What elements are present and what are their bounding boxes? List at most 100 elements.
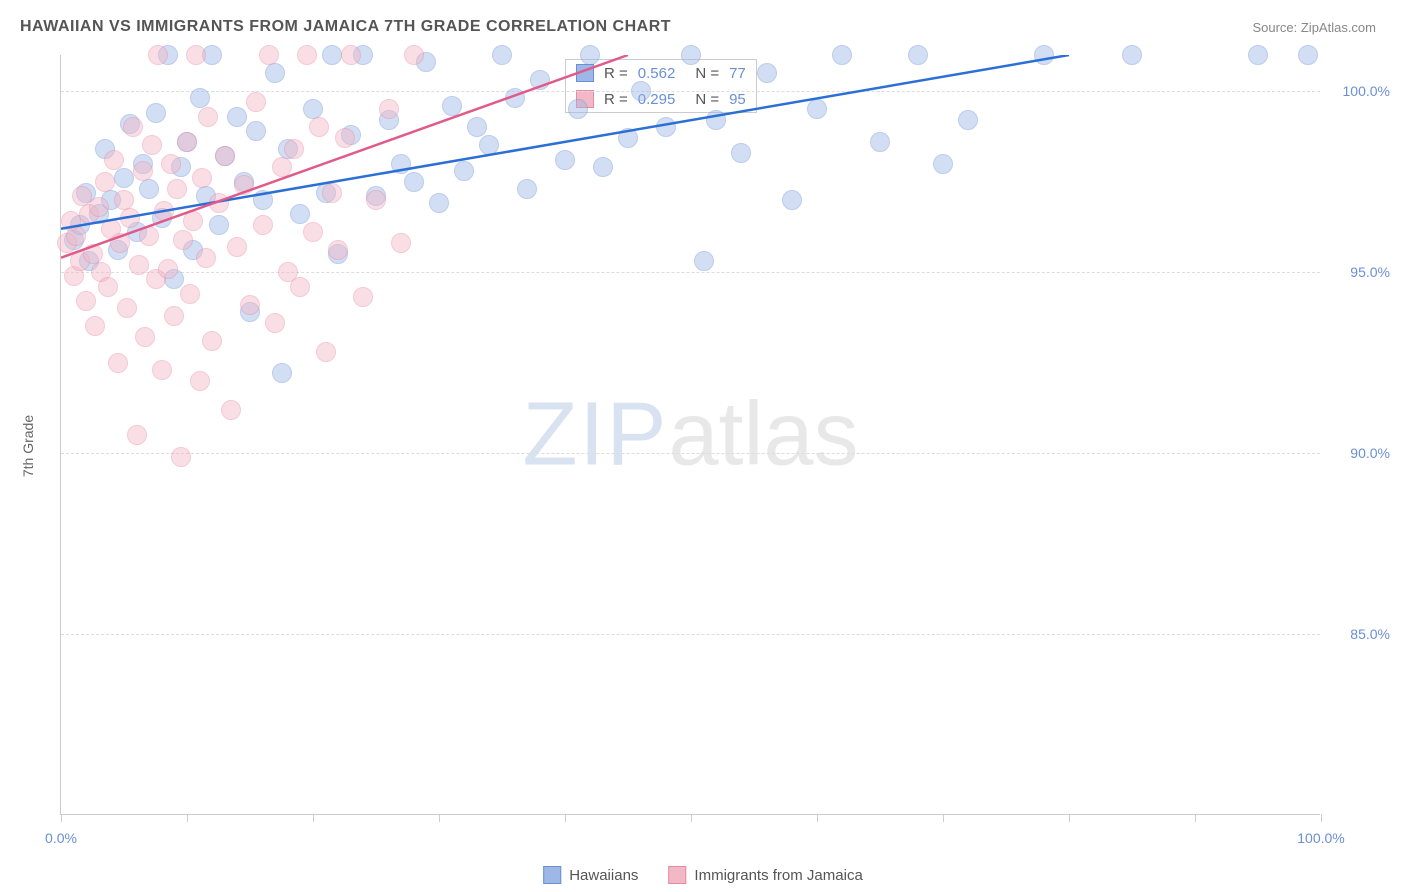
scatter-point: [66, 226, 86, 246]
scatter-point: [1248, 45, 1268, 65]
scatter-point: [492, 45, 512, 65]
scatter-point: [198, 107, 218, 127]
scatter-point: [215, 146, 235, 166]
y-tick-label: 85.0%: [1330, 626, 1390, 642]
scatter-point: [135, 327, 155, 347]
scatter-point: [309, 117, 329, 137]
scatter-point: [379, 99, 399, 119]
scatter-point: [123, 117, 143, 137]
x-tick: [439, 814, 440, 822]
scatter-point: [303, 99, 323, 119]
source-name: ZipAtlas.com: [1301, 20, 1376, 35]
gridline: [61, 634, 1320, 635]
scatter-point: [173, 230, 193, 250]
scatter-point: [706, 110, 726, 130]
scatter-point: [265, 313, 285, 333]
source-attribution: Source: ZipAtlas.com: [1252, 20, 1376, 35]
scatter-point: [568, 99, 588, 119]
scatter-point: [196, 248, 216, 268]
scatter-point: [139, 179, 159, 199]
x-tick: [691, 814, 692, 822]
scatter-point: [272, 363, 292, 383]
scatter-point: [127, 425, 147, 445]
scatter-point: [142, 135, 162, 155]
n-value: 95: [729, 91, 746, 108]
scatter-point: [807, 99, 827, 119]
scatter-point: [148, 45, 168, 65]
scatter-point: [108, 353, 128, 373]
legend-swatch: [543, 866, 561, 884]
scatter-point: [731, 143, 751, 163]
stats-row: R =0.295N =95: [566, 86, 756, 112]
scatter-point: [505, 88, 525, 108]
legend-label: Hawaiians: [569, 867, 638, 884]
scatter-point: [227, 237, 247, 257]
r-label: R =: [604, 65, 628, 82]
n-label: N =: [695, 91, 719, 108]
scatter-point: [117, 298, 137, 318]
scatter-point: [253, 190, 273, 210]
scatter-point: [167, 179, 187, 199]
scatter-point: [209, 193, 229, 213]
scatter-point: [259, 45, 279, 65]
x-tick: [817, 814, 818, 822]
scatter-point: [618, 128, 638, 148]
y-tick-label: 100.0%: [1330, 83, 1390, 99]
n-label: N =: [695, 65, 719, 82]
scatter-point: [933, 154, 953, 174]
scatter-point: [190, 371, 210, 391]
r-value: 0.562: [638, 65, 676, 82]
scatter-point: [1034, 45, 1054, 65]
legend-item: Immigrants from Jamaica: [668, 866, 862, 884]
scatter-point: [322, 45, 342, 65]
scatter-point: [908, 45, 928, 65]
scatter-point: [391, 154, 411, 174]
y-axis-label: 7th Grade: [20, 415, 36, 477]
gridline: [61, 272, 1320, 273]
scatter-point: [177, 132, 197, 152]
x-tick: [187, 814, 188, 822]
gridline: [61, 91, 1320, 92]
scatter-point: [467, 117, 487, 137]
scatter-point: [404, 45, 424, 65]
scatter-point: [782, 190, 802, 210]
y-tick-label: 95.0%: [1330, 264, 1390, 280]
x-tick-label: 100.0%: [1297, 830, 1344, 846]
scatter-point: [221, 400, 241, 420]
scatter-point: [870, 132, 890, 152]
scatter-point: [303, 222, 323, 242]
legend-label: Immigrants from Jamaica: [694, 867, 862, 884]
scatter-point: [297, 45, 317, 65]
x-tick: [1195, 814, 1196, 822]
x-tick: [313, 814, 314, 822]
x-tick: [565, 814, 566, 822]
scatter-point: [180, 284, 200, 304]
scatter-point: [110, 233, 130, 253]
scatter-point: [202, 331, 222, 351]
scatter-point: [152, 360, 172, 380]
legend-item: Hawaiians: [543, 866, 638, 884]
scatter-point: [322, 183, 342, 203]
x-tick: [1069, 814, 1070, 822]
scatter-point: [429, 193, 449, 213]
scatter-point: [555, 150, 575, 170]
scatter-point: [129, 255, 149, 275]
scatter-point: [694, 251, 714, 271]
scatter-point: [442, 96, 462, 116]
watermark: ZIPatlas: [522, 383, 858, 486]
scatter-point: [186, 45, 206, 65]
scatter-point: [580, 45, 600, 65]
scatter-point: [328, 240, 348, 260]
scatter-point: [76, 291, 96, 311]
chart-title: HAWAIIAN VS IMMIGRANTS FROM JAMAICA 7TH …: [20, 18, 671, 36]
scatter-point: [209, 215, 229, 235]
chart-plot-area: ZIPatlas R =0.562N =77R =0.295N =95 85.0…: [60, 55, 1320, 815]
scatter-point: [120, 208, 140, 228]
correlation-stats-box: R =0.562N =77R =0.295N =95: [565, 59, 757, 113]
scatter-point: [114, 168, 134, 188]
scatter-point: [530, 70, 550, 90]
scatter-point: [139, 226, 159, 246]
scatter-point: [404, 172, 424, 192]
scatter-point: [290, 204, 310, 224]
x-tick: [1321, 814, 1322, 822]
